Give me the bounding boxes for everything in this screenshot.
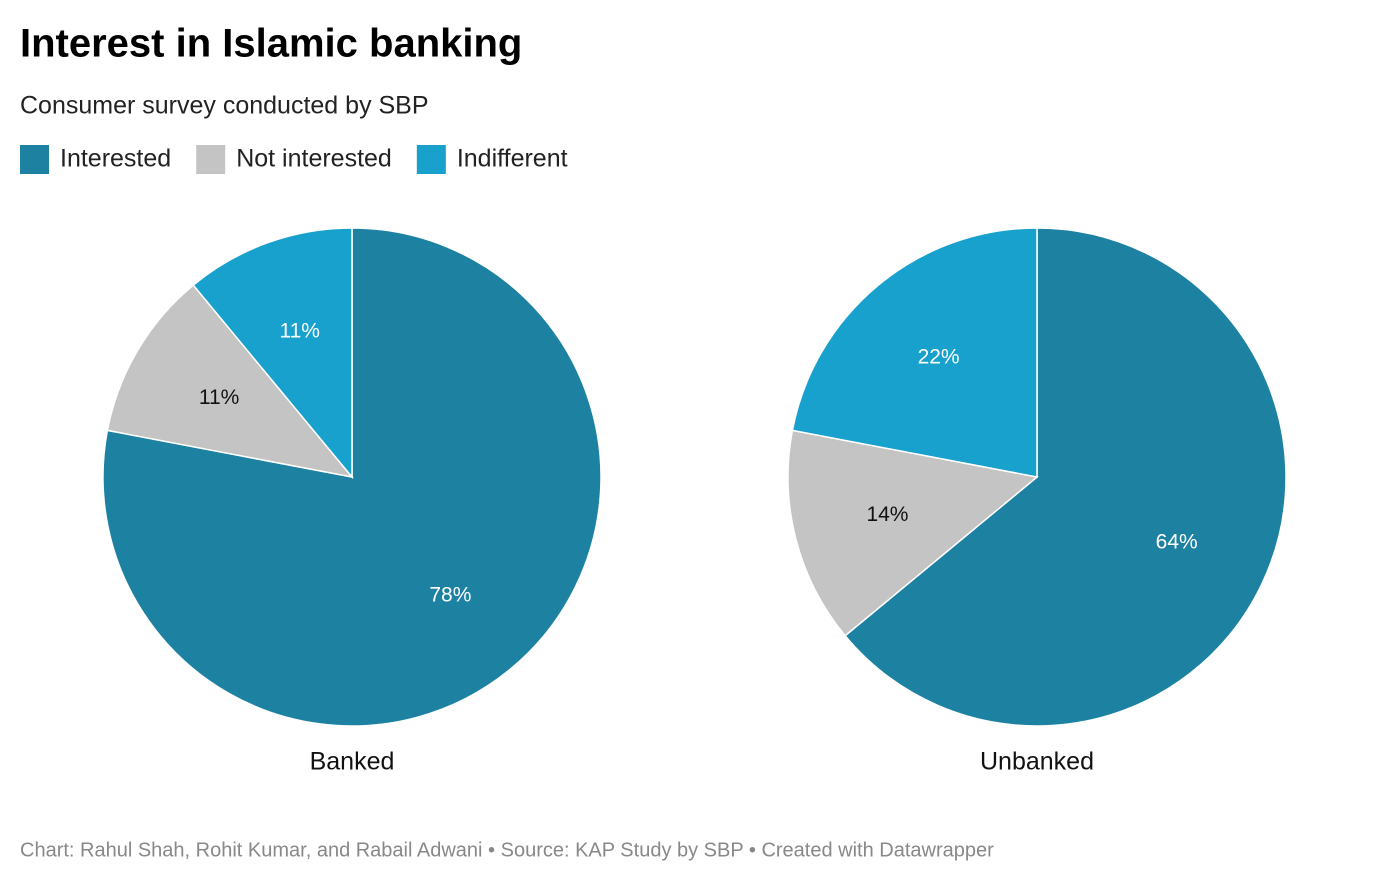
chart-title: Interest in Islamic banking — [20, 22, 522, 66]
legend-label: Not interested — [236, 145, 392, 173]
legend-label: Interested — [60, 145, 171, 173]
footer: Chart: Rahul Shah, Rohit Kumar, and Raba… — [20, 839, 994, 861]
chart-subtitle: Consumer survey conducted by SBP — [20, 92, 429, 120]
pie-name: Banked — [310, 748, 395, 776]
legend-swatch — [20, 145, 49, 174]
slice-label: 11% — [199, 386, 239, 409]
pie-slice — [106, 284, 354, 479]
legend-swatch — [196, 145, 226, 174]
slice-label: 64% — [1156, 530, 1198, 553]
legend-label: Indifferent — [457, 145, 568, 173]
pie-slice — [791, 227, 1038, 478]
slice-label: 78% — [429, 583, 471, 606]
legend-swatch — [416, 145, 446, 174]
pie-slice — [844, 227, 1287, 727]
slice-label: 14% — [866, 503, 908, 526]
slice-label: 11% — [279, 319, 319, 342]
pie-slice — [787, 429, 1039, 637]
slice-label: 22% — [918, 346, 960, 369]
pie-name: Unbanked — [980, 748, 1094, 776]
pie-slice — [192, 227, 353, 480]
